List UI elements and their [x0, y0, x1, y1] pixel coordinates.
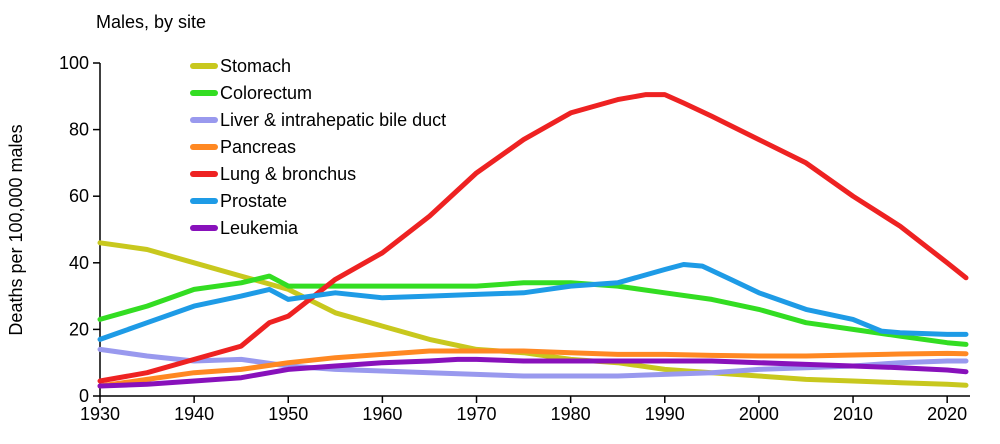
series-line-leukemia: [97, 356, 969, 389]
legend-label-colorectum: Colorectum: [220, 83, 312, 103]
chart-title: Males, by site: [96, 12, 206, 32]
series-line-colorectum: [97, 273, 969, 347]
x-tick-label: 1990: [645, 404, 685, 424]
x-tick-label: 1970: [456, 404, 496, 424]
x-tick-label: 1930: [80, 404, 120, 424]
x-tick-label: 2010: [833, 404, 873, 424]
x-tick-label: 1940: [174, 404, 214, 424]
y-tick-label: 40: [69, 253, 89, 273]
y-tick-label: 100: [59, 53, 89, 73]
legend-label-lung-bronchus: Lung & bronchus: [220, 164, 356, 184]
legend: Stomach Colorectum Liver & intrahepatic bi…: [190, 56, 446, 238]
series-line-lung-bronchus: [97, 92, 969, 384]
legend-label-prostate: Prostate: [220, 191, 287, 211]
legend-label-stomach: Stomach: [220, 56, 291, 76]
series-line-prostate: [97, 262, 969, 342]
y-axis-label: Deaths per 100,000 males: [6, 124, 26, 335]
y-tick-label: 0: [79, 386, 89, 406]
series-layer: [97, 92, 969, 389]
legend-label-leukemia: Leukemia: [220, 218, 299, 238]
x-tick-label: 1950: [268, 404, 308, 424]
axes: 0 20 40 60 80 100 1930 1940 1950 1960 1970 1980 1990…: [59, 53, 970, 424]
y-tick-label: 60: [69, 186, 89, 206]
series-line-pancreas: [97, 348, 969, 389]
legend-label-pancreas: Pancreas: [220, 137, 296, 157]
x-tick-label: 1980: [551, 404, 591, 424]
x-tick-label: 2000: [739, 404, 779, 424]
y-tick-label: 80: [69, 120, 89, 140]
x-tick-label: 2020: [927, 404, 967, 424]
x-tick-label: 1960: [362, 404, 402, 424]
y-tick-label: 20: [69, 319, 89, 339]
legend-label-liver-intrahepatic-bile-duct: Liver & intrahepatic bile duct: [220, 110, 446, 130]
series-line-stomach: [97, 240, 969, 388]
